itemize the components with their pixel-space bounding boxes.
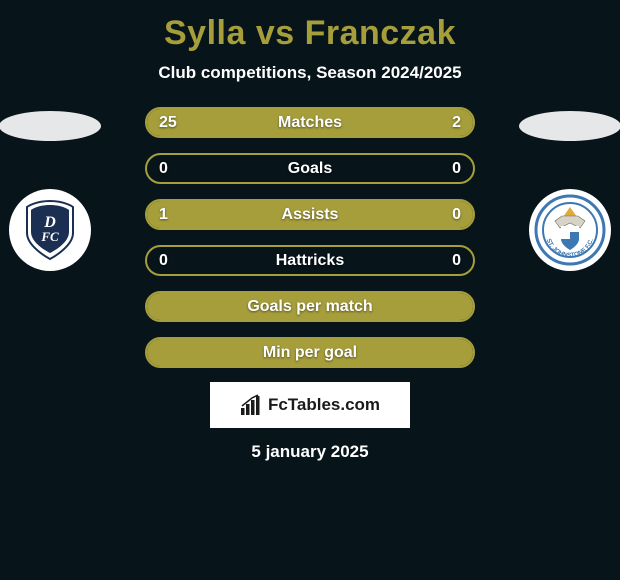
st-johnstone-crest-icon: ST. JOHNSTONE F.C.	[533, 193, 607, 267]
player-left-column: D FC	[0, 107, 110, 271]
stat-row-mpg: Min per goal	[145, 337, 475, 368]
source-site-name: FcTables.com	[268, 395, 380, 415]
comparison-date: 5 january 2025	[0, 442, 620, 462]
svg-text:FC: FC	[40, 229, 59, 244]
stat-row-assists: 1 0 Assists	[145, 199, 475, 230]
stat-value-left: 25	[159, 114, 177, 132]
stats-list: 25 2 Matches 0 0 Goals 1 0 Assists 0 0 Hattricks Goa…	[145, 107, 475, 368]
stat-row-hattricks: 0 0 Hattricks	[145, 245, 475, 276]
stat-value-right: 0	[452, 206, 461, 224]
player-right-column: ST. JOHNSTONE F.C.	[510, 107, 620, 271]
stat-value-right: 2	[452, 114, 461, 132]
comparison-subtitle: Club competitions, Season 2024/2025	[0, 63, 620, 83]
stat-label: Min per goal	[263, 344, 357, 362]
stat-value-right: 0	[452, 160, 461, 178]
player-right-silhouette	[519, 111, 620, 141]
stat-row-matches: 25 2 Matches	[145, 107, 475, 138]
stat-value-left: 0	[159, 252, 168, 270]
player-left-silhouette	[0, 111, 101, 141]
comparison-title: Sylla vs Franczak	[0, 0, 620, 53]
source-badge: FcTables.com	[210, 382, 410, 428]
stat-label: Hattricks	[276, 252, 344, 270]
player-right-club-badge: ST. JOHNSTONE F.C.	[529, 189, 611, 271]
stat-fill-right	[414, 109, 473, 136]
stat-value-right: 0	[452, 252, 461, 270]
stat-label: Matches	[278, 114, 342, 132]
stat-row-gpm: Goals per match	[145, 291, 475, 322]
fctables-logo-icon	[240, 394, 262, 416]
stat-value-left: 0	[159, 160, 168, 178]
stat-label: Goals	[288, 160, 332, 178]
stat-value-left: 1	[159, 206, 168, 224]
dundee-fc-crest-icon: D FC	[15, 195, 85, 265]
comparison-content: D FC ST. JOHNSTONE F.C. 252Matches00Go	[0, 107, 620, 462]
stat-label: Assists	[282, 206, 339, 224]
stat-row-goals: 0 0 Goals	[145, 153, 475, 184]
stat-label: Goals per match	[247, 298, 372, 316]
player-left-club-badge: D FC	[9, 189, 91, 271]
